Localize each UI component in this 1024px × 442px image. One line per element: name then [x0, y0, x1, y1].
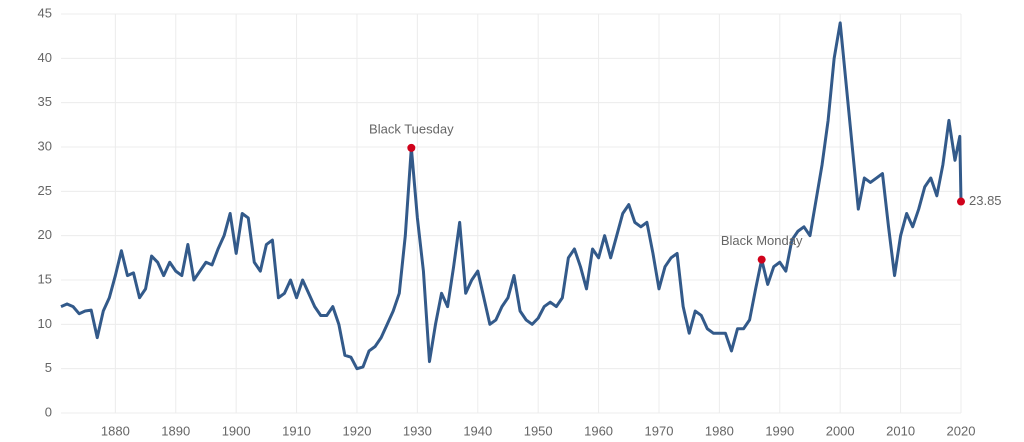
y-tick-label: 40	[38, 50, 52, 65]
x-tick-label: 1940	[463, 423, 492, 438]
annotation-marker	[957, 197, 965, 206]
x-tick-label: 2010	[886, 423, 915, 438]
value-label: 23.85	[969, 193, 1002, 208]
y-tick-label: 10	[38, 316, 52, 331]
y-tick-label: 30	[38, 138, 52, 153]
x-tick-label: 1890	[161, 423, 190, 438]
y-tick-label: 5	[45, 360, 52, 375]
x-tick-label: 2020	[947, 423, 976, 438]
annotation-marker	[757, 255, 766, 264]
series-line	[60, 21, 963, 371]
y-tick-label: 35	[38, 94, 52, 109]
x-tick-label: 1960	[584, 423, 613, 438]
annotation-marker	[407, 143, 416, 152]
y-tick-label: 45	[38, 5, 52, 20]
x-tick-label: 1990	[765, 423, 794, 438]
annotation-label: Black Tuesday	[369, 121, 454, 136]
x-tick-label: 1930	[403, 423, 432, 438]
x-tick-label: 1950	[524, 423, 553, 438]
y-tick-label: 15	[38, 271, 52, 286]
x-tick-label: 2000	[826, 423, 855, 438]
x-tick-label: 1920	[343, 423, 372, 438]
y-tick-label: 25	[38, 183, 52, 198]
x-tick-label: 1880	[101, 423, 130, 438]
x-tick-label: 1910	[282, 423, 311, 438]
x-tick-label: 1900	[222, 423, 251, 438]
y-tick-label: 20	[38, 227, 52, 242]
x-tick-label: 1970	[645, 423, 674, 438]
y-tick-label: 0	[45, 404, 52, 419]
annotation-label: Black Monday	[721, 233, 803, 248]
x-tick-label: 1980	[705, 423, 734, 438]
